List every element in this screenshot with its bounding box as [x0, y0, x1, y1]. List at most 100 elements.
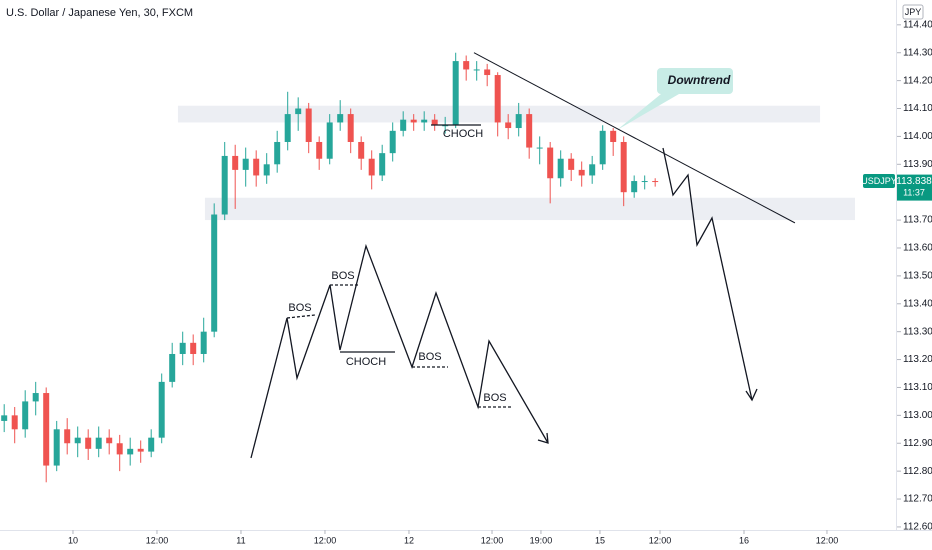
candle-body: [652, 181, 659, 183]
x-tick-label: 10: [68, 535, 78, 545]
arrow-head: [537, 432, 549, 444]
candle-body: [242, 158, 249, 170]
annotation: CHOCH: [346, 356, 386, 368]
candle-body: [358, 141, 365, 159]
candle-body: [263, 164, 270, 176]
x-tick-label: 12:00: [481, 535, 504, 545]
candle-body: [148, 437, 155, 452]
candle-body: [589, 164, 596, 176]
candle-body: [452, 61, 459, 126]
y-tick-label: 113.300: [903, 326, 932, 337]
candle-body: [641, 181, 648, 183]
countdown: 11:37: [903, 187, 925, 197]
currency: JPY: [905, 7, 922, 17]
annotation: BOS: [331, 270, 354, 282]
annotation: BOS: [288, 302, 311, 314]
candle-body: [368, 158, 375, 176]
y-tick-label: 112.600: [903, 522, 932, 533]
y-tick-label: 113.700: [903, 215, 932, 226]
candle-body: [578, 169, 585, 176]
candle-body: [22, 401, 29, 430]
y-tick-label: 113.400: [903, 298, 932, 309]
y-tick-label: 113.600: [903, 243, 932, 254]
candle-body: [85, 437, 92, 449]
candle-body: [347, 114, 354, 142]
candle-body: [515, 114, 522, 129]
annotation: Downtrend: [668, 73, 731, 87]
x-tick-label: 12:00: [314, 535, 337, 545]
candle-body: [536, 147, 543, 149]
candle-body: [547, 147, 554, 179]
candle-body: [221, 155, 228, 215]
candle-body: [158, 381, 165, 438]
candle-body: [400, 119, 407, 131]
candle-body: [32, 393, 39, 402]
candle-body: [179, 342, 186, 354]
y-tick-label: 113.100: [903, 382, 932, 393]
projection-path: [250, 243, 549, 459]
candle-body: [557, 158, 564, 179]
price-box: [897, 174, 932, 201]
candle-body: [169, 353, 176, 382]
candle-body: [106, 437, 113, 444]
candle-body: [620, 141, 627, 193]
chart-title: U.S. Dollar / Japanese Yen, 30, FXCM: [6, 7, 193, 19]
candle-body: [421, 119, 428, 123]
candle-body: [137, 448, 144, 452]
candle-body: [74, 437, 81, 444]
candle-body: [599, 130, 606, 165]
annotation: CHOCH: [443, 128, 483, 140]
symbol-box: [863, 174, 895, 188]
trendline: [473, 52, 796, 224]
candle-body: [116, 443, 123, 455]
x-tick-label: 12:00: [146, 535, 169, 545]
y-tick-label: 113.200: [903, 354, 932, 365]
candle-body: [526, 114, 533, 148]
candle-body: [64, 429, 71, 444]
candle-body: [190, 342, 197, 354]
candle-body: [1, 415, 8, 421]
projection: [250, 124, 758, 459]
candle-body: [200, 331, 207, 354]
candle-body: [431, 119, 438, 126]
candle-body: [505, 122, 512, 129]
projection-path: [662, 147, 753, 401]
candle-body: [316, 141, 323, 159]
x-tick-label: 16: [739, 535, 749, 545]
candle-body: [473, 69, 480, 71]
x-tick-label: 12:00: [649, 535, 672, 545]
y-tick-label: 113.000: [903, 410, 932, 421]
x-tick-label: 15: [595, 535, 605, 545]
bos-line: [286, 314, 316, 319]
candle-body: [232, 155, 239, 170]
annotation: BOS: [418, 351, 441, 363]
last-price: 113.838: [896, 176, 932, 187]
y-tick-label: 113.900: [903, 159, 932, 170]
candle-body: [410, 119, 417, 123]
candle-body: [568, 158, 575, 170]
candles: [1, 52, 659, 483]
y-tick-label: 112.800: [903, 466, 932, 477]
candle-body: [379, 153, 386, 176]
candle-body: [494, 75, 501, 123]
y-tick-label: 114.200: [903, 75, 932, 86]
candle-body: [484, 69, 491, 76]
candle-body: [127, 448, 134, 455]
x-tick-label: 12:00: [816, 535, 839, 545]
candle-body: [631, 181, 638, 193]
candle-body: [11, 415, 18, 430]
x-tick-label: 11: [236, 535, 245, 545]
callout: [617, 68, 733, 130]
y-tick-label: 112.900: [903, 438, 932, 449]
candle-body: [53, 429, 60, 466]
candle-body: [442, 125, 449, 127]
candle-body: [284, 114, 291, 142]
y-tick-label: 114.400: [903, 19, 932, 30]
zone: [204, 197, 855, 221]
candle-body: [274, 141, 281, 165]
candle-body: [463, 61, 470, 70]
candle-body: [211, 214, 218, 332]
price-tag: USDJPY 113.838 11:37: [861, 174, 932, 201]
candle-body: [610, 130, 617, 142]
